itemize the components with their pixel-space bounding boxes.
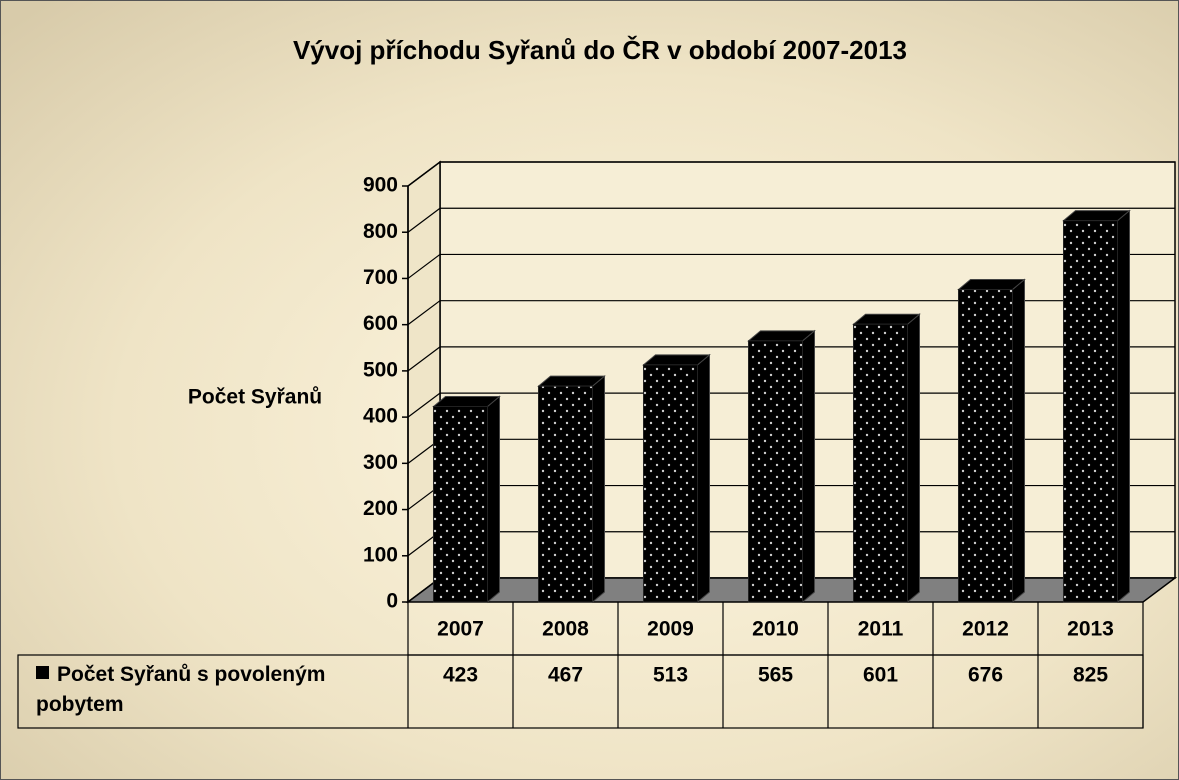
bar-side <box>1117 209 1130 604</box>
bar <box>958 289 1013 603</box>
table-value: 676 <box>968 664 1003 687</box>
legend-key <box>36 666 49 679</box>
grid-line <box>407 346 1175 372</box>
bar <box>433 405 488 603</box>
bar <box>538 385 593 603</box>
table-value: 825 <box>1073 664 1108 687</box>
grid-line <box>407 392 1175 418</box>
x-tick-label: 2011 <box>858 618 904 641</box>
table-value: 467 <box>548 664 583 687</box>
table-value: 565 <box>758 664 793 687</box>
bar <box>1063 220 1118 603</box>
bar-side <box>802 329 815 604</box>
legend-label: Počet Syřanů s povoleným pobytem <box>36 663 326 716</box>
y-tick-label: 500 <box>363 358 398 381</box>
bar-top <box>1062 210 1131 222</box>
bar-top <box>747 330 816 342</box>
table-value: 601 <box>863 664 898 687</box>
y-tick-label: 900 <box>363 174 398 197</box>
table-value: 513 <box>653 664 688 687</box>
y-tick-label: 200 <box>363 497 398 520</box>
grid-line <box>407 253 1175 279</box>
y-tick-label: 600 <box>363 312 398 335</box>
y-tick-label: 800 <box>363 220 398 243</box>
bar-top <box>537 375 606 387</box>
bar-side <box>592 375 605 604</box>
legend-entry: Počet Syřanů s povoleným pobytem <box>36 660 396 720</box>
bar-side <box>697 353 710 604</box>
bar-top <box>642 354 711 366</box>
bar-top <box>852 313 921 325</box>
y-axis-label: Počet Syřanů <box>188 386 322 409</box>
grid-line <box>407 161 1175 187</box>
bar-top <box>432 395 501 407</box>
table-value: 423 <box>443 664 478 687</box>
x-tick-label: 2008 <box>542 618 589 641</box>
y-tick-label: 300 <box>363 451 398 474</box>
bar-side <box>487 395 500 604</box>
grid-line <box>407 207 1175 233</box>
x-tick-label: 2009 <box>647 618 694 641</box>
bar <box>853 323 908 603</box>
grid-line <box>407 300 1175 326</box>
bar <box>643 364 698 603</box>
bar-side <box>907 313 920 604</box>
x-tick-label: 2013 <box>1067 618 1114 641</box>
x-tick-label: 2012 <box>962 618 1009 641</box>
bar-top <box>957 279 1026 291</box>
bar-side <box>1012 278 1025 604</box>
y-tick-label: 0 <box>386 590 398 613</box>
chart-title: Vývoj příchodu Syřanů do ČR v období 200… <box>293 35 907 65</box>
y-tick-label: 400 <box>363 405 398 428</box>
x-tick-label: 2010 <box>752 618 799 641</box>
bar <box>748 340 803 603</box>
y-tick-label: 100 <box>363 543 398 566</box>
y-tick-label: 700 <box>363 266 398 289</box>
x-tick-label: 2007 <box>437 618 484 641</box>
